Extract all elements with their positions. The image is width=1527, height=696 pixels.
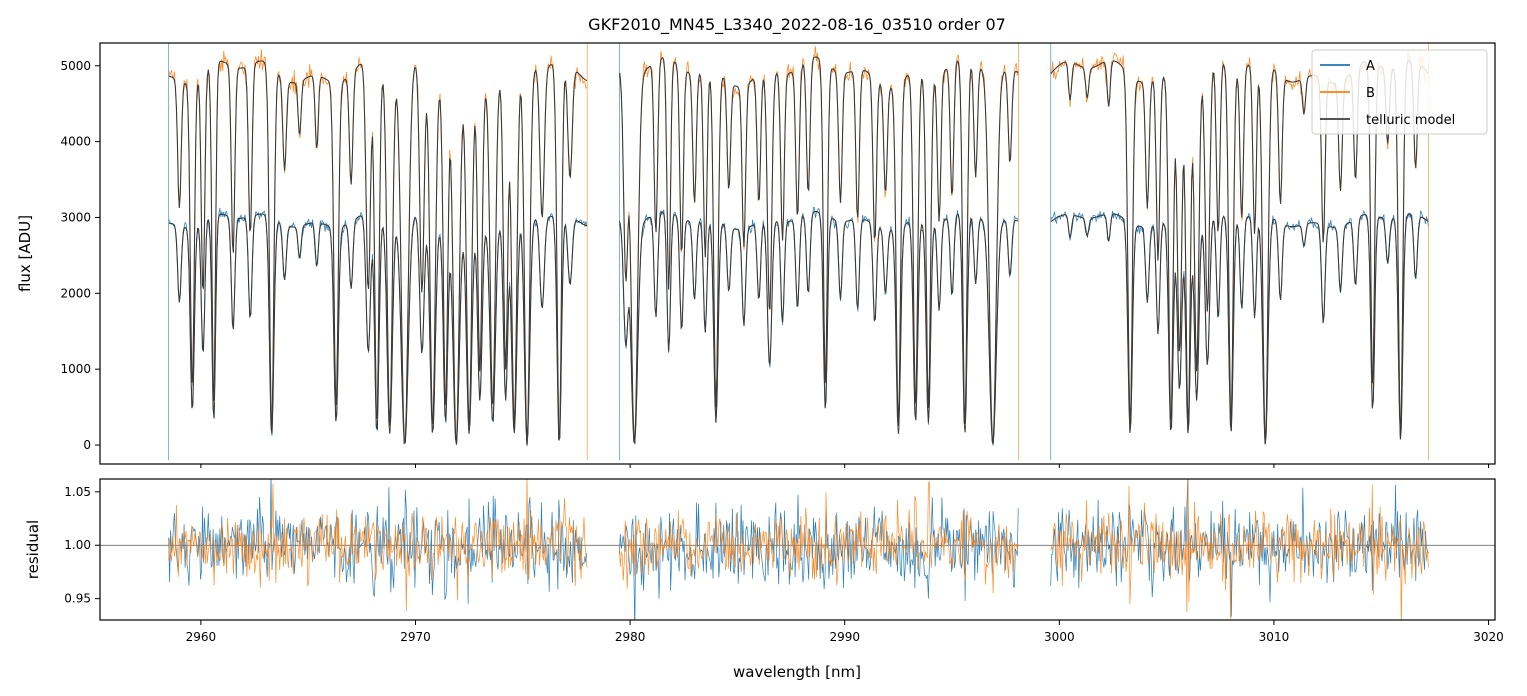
residual-y-tick-label: 1.05 bbox=[64, 485, 91, 499]
telluric-model-a-segment-2 bbox=[618, 211, 1019, 445]
series-b-segment-2 bbox=[619, 46, 1019, 443]
legend-label-b: B bbox=[1366, 86, 1375, 101]
flux-x-ticks bbox=[200, 464, 1490, 468]
flux-y-axis-label: flux [ADU] bbox=[16, 215, 34, 292]
telluric-model-b-segment-2 bbox=[618, 56, 1019, 444]
x-tick-label: 2990 bbox=[829, 630, 860, 644]
legend-label-a: A bbox=[1366, 59, 1375, 74]
flux-panel: 0 1000 2000 3000 4000 5000 flux [ADU] bbox=[16, 42, 1496, 468]
residual-b-segment-3 bbox=[1050, 479, 1429, 620]
residual-a-segment-2 bbox=[619, 494, 1019, 620]
residual-plot-area bbox=[100, 479, 1495, 620]
flux-y-tick-label: 3000 bbox=[60, 210, 91, 224]
series-a-segment-2 bbox=[619, 206, 1019, 446]
legend-box bbox=[1311, 49, 1488, 135]
residual-axes-frame bbox=[99, 478, 1496, 621]
x-tick-label: 3020 bbox=[1473, 630, 1504, 644]
flux-axes-frame bbox=[99, 42, 1496, 465]
flux-y-tick-label: 0 bbox=[83, 438, 91, 452]
chart-title: GKF2010_MN45_L3340_2022-08-16_03510 orde… bbox=[588, 15, 1006, 35]
flux-y-tick-label: 2000 bbox=[60, 286, 91, 300]
flux-y-ticks: 0 1000 2000 3000 4000 5000 bbox=[60, 59, 100, 452]
x-tick-label: 2970 bbox=[400, 630, 431, 644]
telluric-model-a-segment-3 bbox=[1050, 213, 1429, 445]
residual-b-segment-1 bbox=[168, 479, 588, 612]
flux-y-tick-label: 4000 bbox=[60, 135, 91, 149]
x-tick-label: 3000 bbox=[1044, 630, 1075, 644]
legend-label-telluric-model: telluric model bbox=[1366, 113, 1455, 128]
residual-y-tick-label: 0.95 bbox=[64, 592, 91, 606]
flux-y-tick-label: 5000 bbox=[60, 59, 91, 73]
x-axis-label: wavelength [nm] bbox=[733, 663, 861, 681]
x-tick-label: 3010 bbox=[1259, 630, 1290, 644]
x-tick-label: 2980 bbox=[615, 630, 646, 644]
legend: A B telluric model bbox=[1311, 49, 1488, 135]
x-tick-label: 2960 bbox=[186, 630, 217, 644]
residual-y-tick-label: 1.00 bbox=[64, 538, 91, 552]
residual-x-ticks: 2960 2970 2980 2990 3000 3010 3020 bbox=[186, 620, 1504, 644]
residual-y-ticks: 0.95 1.00 1.05 bbox=[64, 485, 100, 606]
telluric-model-b-segment-1 bbox=[168, 60, 588, 445]
residual-panel: 0.95 1.00 1.05 2960 2970 2980 2990 3000 3010 302… bbox=[24, 478, 1504, 681]
residual-y-axis-label: residual bbox=[24, 520, 42, 579]
residual-a-segment-3 bbox=[1050, 479, 1429, 617]
residual-b-segment-2 bbox=[619, 481, 1019, 594]
flux-y-tick-label: 1000 bbox=[60, 362, 91, 376]
flux-plot-area bbox=[168, 43, 1429, 461]
